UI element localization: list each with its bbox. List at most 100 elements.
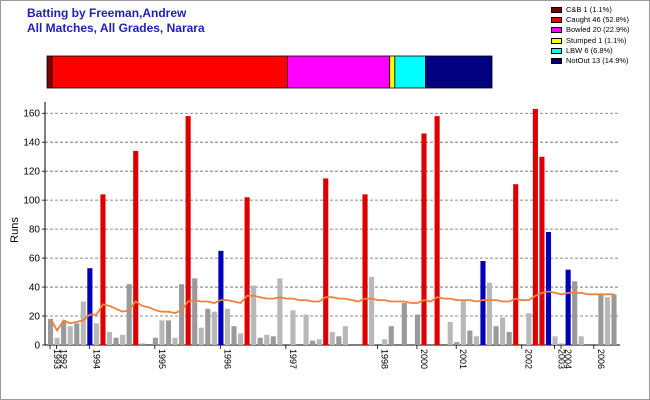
- legend-swatch: [551, 7, 562, 14]
- innings-bar: [211, 311, 217, 345]
- innings-bar: [414, 314, 421, 345]
- legend-label: NotOut 13 (14.9%): [566, 55, 629, 65]
- innings-bar: [251, 285, 257, 345]
- innings-bar: [133, 150, 139, 345]
- dismissal-segment: [425, 55, 493, 89]
- y-tick-label: 100: [23, 196, 40, 207]
- legend-label: Stumped 1 (1.1%): [566, 35, 627, 45]
- innings-bar: [80, 301, 86, 345]
- innings-bar: [421, 133, 427, 345]
- innings-bar: [231, 326, 237, 345]
- innings-bar: [244, 197, 250, 345]
- x-year-label: 1994: [91, 349, 101, 369]
- dismissal-segment: [46, 55, 53, 89]
- innings-bar: [526, 313, 532, 345]
- innings-bar: [192, 278, 198, 345]
- innings-bar: [565, 269, 571, 345]
- legend-swatch: [551, 37, 562, 44]
- legend-item: LBW 6 (6.8%): [551, 46, 629, 56]
- innings-bar: [500, 317, 506, 345]
- innings-bar: [100, 194, 106, 345]
- innings-bar: [106, 331, 113, 345]
- average-line: [49, 290, 614, 333]
- innings-bar: [139, 343, 145, 345]
- innings-bar: [185, 116, 191, 345]
- innings-bar: [460, 300, 466, 345]
- x-year-label: 1995: [157, 349, 167, 369]
- innings-bar: [316, 339, 322, 345]
- innings-bar: [401, 302, 407, 345]
- innings-bar: [467, 330, 473, 345]
- legend-label: Bowled 20 (22.9%): [566, 25, 630, 35]
- innings-bar: [513, 184, 519, 345]
- x-year-label: 2006: [596, 349, 606, 369]
- innings-bar: [539, 156, 545, 345]
- innings-bar: [310, 340, 316, 345]
- legend-item: Bowled 20 (22.9%): [551, 25, 629, 35]
- legend-label: C&B 1 (1.1%): [566, 5, 612, 14]
- innings-bar: [572, 281, 578, 345]
- x-year-label: 2003: [556, 349, 566, 369]
- innings-bar: [388, 326, 394, 345]
- innings-bar: [179, 284, 185, 345]
- innings-bar: [48, 318, 54, 345]
- innings-bar: [54, 337, 60, 345]
- y-tick-label: 160: [23, 109, 40, 120]
- innings-bar: [270, 336, 276, 345]
- x-year-label: 2004: [563, 349, 573, 369]
- innings-bar: [362, 194, 368, 345]
- legend-swatch: [551, 27, 562, 34]
- innings-bar: [303, 314, 309, 345]
- innings-bar: [165, 320, 172, 345]
- innings-bar: [205, 308, 211, 345]
- x-year-label: 2002: [524, 349, 534, 369]
- innings-bar: [113, 337, 119, 345]
- legend-swatch: [551, 17, 562, 24]
- x-year-label: 2001: [458, 349, 468, 369]
- innings-bar: [342, 326, 348, 345]
- x-year-label: 1993: [52, 349, 62, 369]
- dismissal-segment: [51, 55, 288, 89]
- y-tick-label: 0: [34, 341, 40, 352]
- legend-label: LBW 6 (6.8%): [566, 45, 613, 55]
- innings-bar: [552, 336, 558, 345]
- innings-bar: [545, 232, 552, 345]
- dismissal-segment: [394, 55, 426, 89]
- legend-swatch: [551, 47, 562, 54]
- innings-bar: [473, 336, 479, 345]
- innings-bar: [604, 297, 611, 345]
- legend-item: Caught 46 (52.8%): [551, 15, 629, 25]
- y-tick-label: 140: [23, 138, 40, 149]
- innings-bar: [224, 308, 231, 345]
- innings-bar: [277, 278, 283, 345]
- innings-bar: [257, 337, 263, 345]
- innings-bar: [454, 342, 460, 345]
- innings-bar: [61, 321, 67, 345]
- innings-bar: [329, 331, 335, 345]
- innings-bar: [264, 334, 270, 345]
- innings-bar: [126, 284, 132, 345]
- innings-bar: [323, 178, 329, 345]
- innings-bar: [598, 294, 604, 345]
- innings-bar: [290, 310, 296, 345]
- innings-bar: [382, 339, 388, 345]
- innings-bar: [532, 108, 538, 345]
- innings-bar: [486, 282, 493, 345]
- innings-bar: [152, 337, 158, 345]
- innings-bar: [172, 337, 178, 345]
- legend-item: Stumped 1 (1.1%): [551, 36, 629, 46]
- y-tick-label: 40: [29, 283, 41, 294]
- legend-item: C&B 1 (1.1%): [551, 5, 629, 15]
- legend-label: Caught 46 (52.8%): [566, 15, 629, 25]
- innings-bar: [506, 331, 512, 345]
- innings-bar: [447, 321, 453, 345]
- x-year-label: 1996: [222, 349, 232, 369]
- innings-bar: [336, 336, 342, 345]
- y-tick-label: 80: [29, 225, 41, 236]
- innings-bar: [434, 116, 440, 345]
- innings-bar: [93, 323, 99, 345]
- innings-bar: [238, 333, 244, 345]
- x-year-label: 2000: [419, 349, 429, 369]
- x-year-label: 1998: [380, 349, 390, 369]
